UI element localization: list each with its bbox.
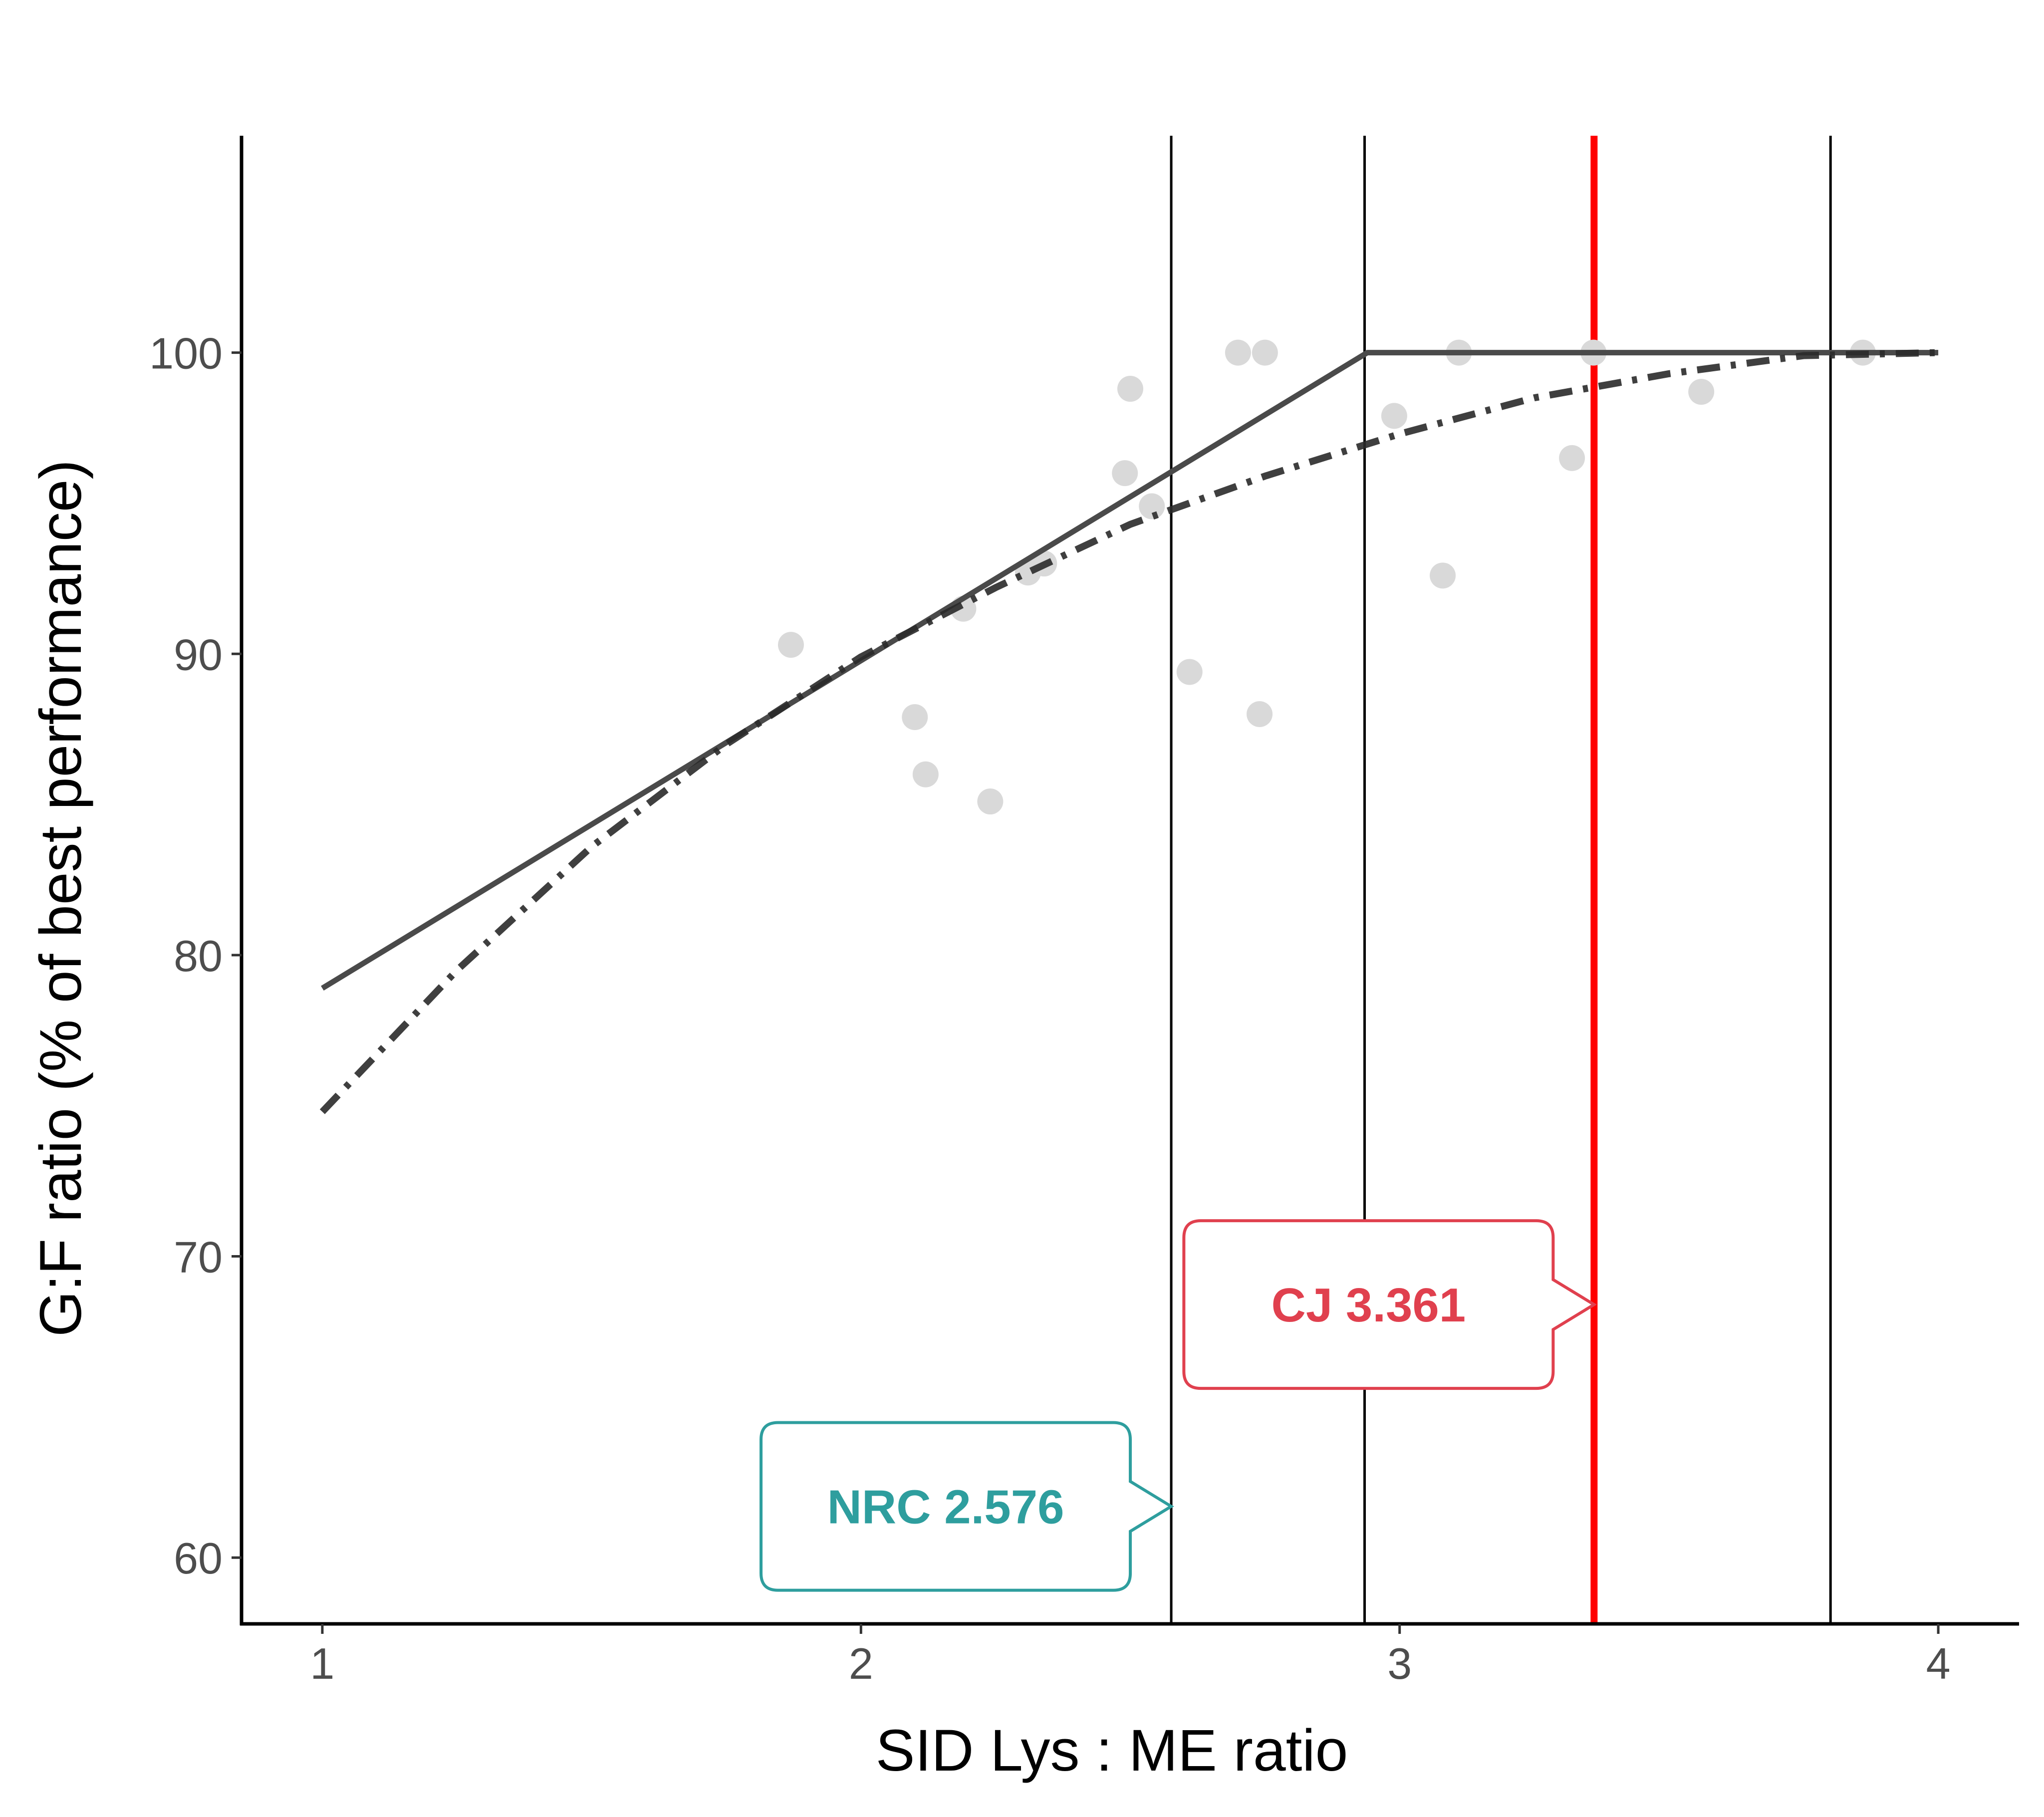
y-tick-label: 100 [149,329,223,378]
y-axis-title: G:F ratio (% of best performance) [28,460,94,1337]
data-point [1430,562,1456,589]
x-tick-label: 4 [1926,1639,1951,1688]
data-point [1381,403,1407,429]
series-line-1 [319,349,1939,1114]
data-point [1225,339,1251,366]
data-point [777,632,804,658]
data-point [977,788,1004,815]
nrc-callout-label: NRC 2.576 [827,1481,1064,1534]
plot-area: 1 2 3 4 60 70 80 90 100 CJ 3.361 NRC 2.576 [149,136,2019,1688]
x-tick-label: 3 [1387,1639,1412,1688]
data-point [1247,701,1273,727]
cj-callout-label: CJ 3.361 [1272,1279,1466,1332]
data-point [1139,493,1165,519]
data-point [1176,659,1203,685]
x-tick-label: 2 [849,1639,873,1688]
data-point [1112,460,1138,487]
y-tick-label: 70 [174,1233,223,1282]
data-point [1559,445,1585,471]
nrc-callout [760,1421,1174,1592]
data-point [912,761,939,787]
data-point [1688,379,1715,405]
y-tick-label: 60 [174,1534,223,1583]
x-axis-title: SID Lys : ME ratio [876,1718,1348,1784]
data-point [902,704,928,731]
data-point [1252,339,1278,366]
cj-callout [1182,1219,1597,1390]
x-tick-label: 1 [310,1639,334,1688]
y-tick-label: 90 [174,630,223,679]
data-point [1117,376,1143,402]
y-tick-label: 80 [174,931,223,981]
series-line-0 [321,350,1939,991]
